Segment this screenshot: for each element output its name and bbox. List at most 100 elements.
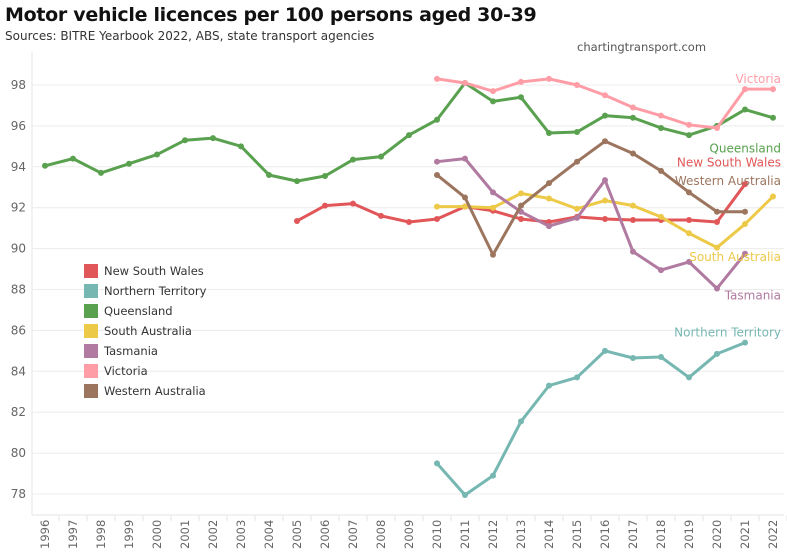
data-point[interactable] [574, 129, 580, 136]
data-point[interactable] [462, 194, 468, 201]
data-point[interactable] [574, 374, 580, 381]
data-point[interactable] [210, 135, 216, 142]
data-point[interactable] [294, 217, 300, 224]
data-point[interactable] [574, 205, 580, 212]
data-point[interactable] [602, 112, 608, 119]
data-point[interactable] [602, 347, 608, 354]
data-point[interactable] [686, 189, 692, 196]
data-point[interactable] [770, 86, 776, 93]
data-point[interactable] [98, 169, 104, 176]
data-point[interactable] [602, 138, 608, 145]
data-point[interactable] [406, 219, 412, 226]
data-point[interactable] [490, 189, 496, 196]
legend-item[interactable]: Western Australia [84, 381, 206, 401]
data-point[interactable] [462, 203, 468, 210]
data-point[interactable] [238, 143, 244, 150]
data-point[interactable] [686, 121, 692, 128]
data-point[interactable] [350, 200, 356, 207]
data-point[interactable] [658, 112, 664, 119]
data-point[interactable] [518, 418, 524, 425]
data-point[interactable] [686, 132, 692, 139]
data-point[interactable] [602, 177, 608, 184]
legend-item[interactable]: Queensland [84, 301, 206, 321]
data-point[interactable] [434, 116, 440, 123]
data-point[interactable] [490, 98, 496, 105]
data-point[interactable] [378, 212, 384, 219]
data-point[interactable] [294, 178, 300, 185]
data-point[interactable] [518, 94, 524, 101]
data-point[interactable] [406, 132, 412, 139]
legend-item[interactable]: South Australia [84, 321, 206, 341]
data-point[interactable] [630, 114, 636, 121]
data-point[interactable] [434, 460, 440, 467]
data-point[interactable] [658, 167, 664, 174]
data-point[interactable] [714, 244, 720, 251]
legend-item[interactable]: Victoria [84, 361, 206, 381]
data-point[interactable] [574, 158, 580, 165]
legend-item[interactable]: New South Wales [84, 261, 206, 281]
data-point[interactable] [434, 75, 440, 82]
data-point[interactable] [546, 75, 552, 82]
data-point[interactable] [742, 86, 748, 93]
data-point[interactable] [182, 137, 188, 144]
data-point[interactable] [462, 492, 468, 499]
data-point[interactable] [630, 355, 636, 362]
data-point[interactable] [434, 203, 440, 210]
data-point[interactable] [490, 204, 496, 211]
data-point[interactable] [686, 374, 692, 381]
data-point[interactable] [602, 215, 608, 222]
data-point[interactable] [602, 92, 608, 99]
data-point[interactable] [742, 208, 748, 215]
data-point[interactable] [518, 78, 524, 85]
data-point[interactable] [742, 250, 748, 257]
data-point[interactable] [714, 285, 720, 292]
data-point[interactable] [574, 82, 580, 88]
data-point[interactable] [658, 353, 664, 360]
data-point[interactable] [686, 216, 692, 223]
data-point[interactable] [378, 153, 384, 160]
data-point[interactable] [42, 162, 48, 169]
data-point[interactable] [518, 202, 524, 209]
data-point[interactable] [350, 156, 356, 163]
data-point[interactable] [322, 202, 328, 209]
data-point[interactable] [490, 251, 496, 258]
data-point[interactable] [574, 214, 580, 221]
data-point[interactable] [490, 472, 496, 479]
data-point[interactable] [630, 104, 636, 111]
data-point[interactable] [462, 155, 468, 162]
data-point[interactable] [434, 158, 440, 165]
data-point[interactable] [630, 216, 636, 223]
data-point[interactable] [266, 171, 272, 178]
data-point[interactable] [714, 124, 720, 131]
data-point[interactable] [546, 382, 552, 389]
data-point[interactable] [742, 106, 748, 113]
data-point[interactable] [742, 221, 748, 228]
data-point[interactable] [322, 173, 328, 180]
data-point[interactable] [658, 267, 664, 274]
data-point[interactable] [126, 160, 132, 167]
data-point[interactable] [714, 350, 720, 357]
data-point[interactable] [546, 180, 552, 187]
data-point[interactable] [686, 230, 692, 237]
data-point[interactable] [770, 193, 776, 200]
data-point[interactable] [658, 213, 664, 220]
data-point[interactable] [630, 202, 636, 209]
data-point[interactable] [714, 219, 720, 226]
data-point[interactable] [714, 208, 720, 215]
data-point[interactable] [462, 79, 468, 86]
data-point[interactable] [630, 248, 636, 255]
data-point[interactable] [518, 215, 524, 222]
data-point[interactable] [602, 197, 608, 204]
data-point[interactable] [658, 124, 664, 131]
data-point[interactable] [70, 155, 76, 162]
data-point[interactable] [770, 114, 776, 121]
data-point[interactable] [546, 223, 552, 230]
data-point[interactable] [546, 195, 552, 202]
legend-item[interactable]: Northern Territory [84, 281, 206, 301]
data-point[interactable] [518, 190, 524, 197]
data-point[interactable] [154, 151, 160, 158]
data-point[interactable] [434, 171, 440, 178]
data-point[interactable] [546, 130, 552, 137]
data-point[interactable] [742, 181, 748, 188]
data-point[interactable] [434, 215, 440, 222]
